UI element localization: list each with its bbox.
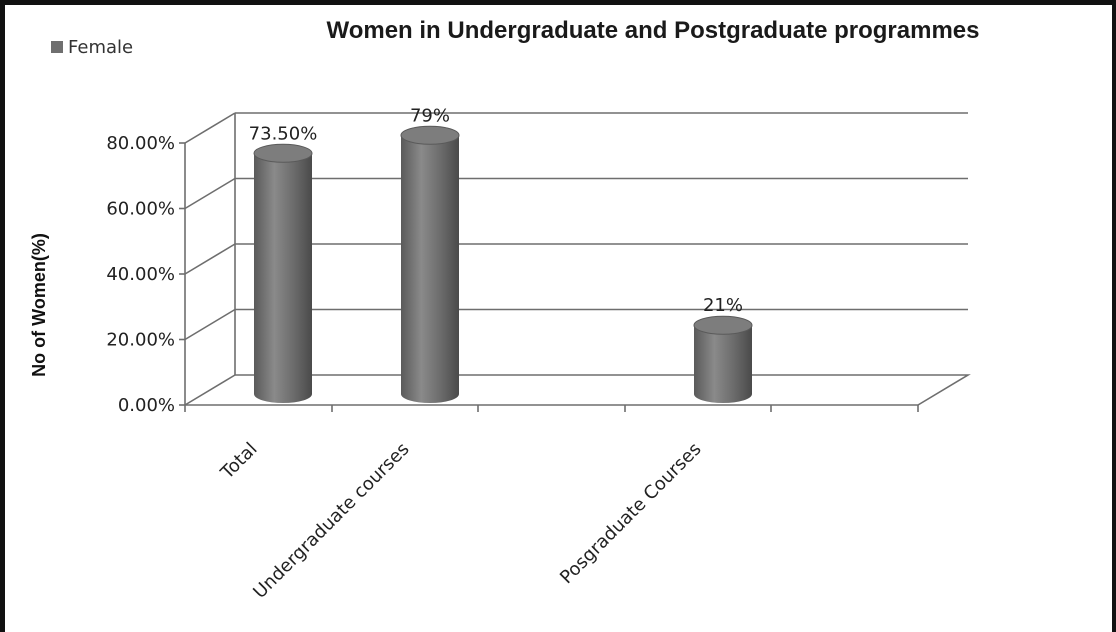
legend-swatch: [51, 41, 63, 53]
bar-body: [694, 325, 752, 403]
bar-top: [253, 143, 313, 163]
y-tick-label: 0.00%: [118, 395, 175, 416]
side-gridline: [184, 177, 236, 210]
y-tick-label: 40.00%: [106, 264, 175, 285]
y-axis-ticks: 0.00% 20.00% 40.00% 60.00% 80.00%: [106, 133, 185, 416]
data-labels: 73.50% 79% 21%: [249, 105, 743, 316]
bar: [400, 125, 460, 403]
bar-top: [693, 315, 753, 335]
y-tick-label: 20.00%: [106, 330, 175, 351]
bars: [253, 125, 753, 403]
y-axis-label: No of Women(%): [29, 233, 49, 377]
side-gridline: [184, 243, 236, 275]
gridlines: [184, 112, 971, 412]
data-label: 73.50%: [249, 123, 318, 144]
bar-top: [400, 125, 460, 145]
y-tick-label: 80.00%: [106, 133, 175, 154]
legend: Female: [51, 37, 133, 58]
side-gridline: [184, 112, 236, 144]
y-tick-label: 60.00%: [106, 199, 175, 220]
data-label: 21%: [703, 295, 743, 316]
chart-title: Women in Undergraduate and Postgraduate …: [326, 17, 979, 44]
bar: [253, 143, 313, 403]
bar-body: [254, 153, 312, 403]
data-label: 79%: [410, 105, 450, 126]
bar-body: [401, 135, 459, 403]
category-label: Total: [216, 439, 261, 484]
side-gridline: [184, 374, 236, 406]
category-label: Posgraduate Courses: [556, 439, 705, 588]
bar: [693, 315, 753, 403]
category-label: Undergraduate courses: [249, 439, 413, 603]
legend-label: Female: [68, 37, 133, 58]
floor: [185, 374, 971, 406]
side-gridline: [184, 308, 236, 341]
